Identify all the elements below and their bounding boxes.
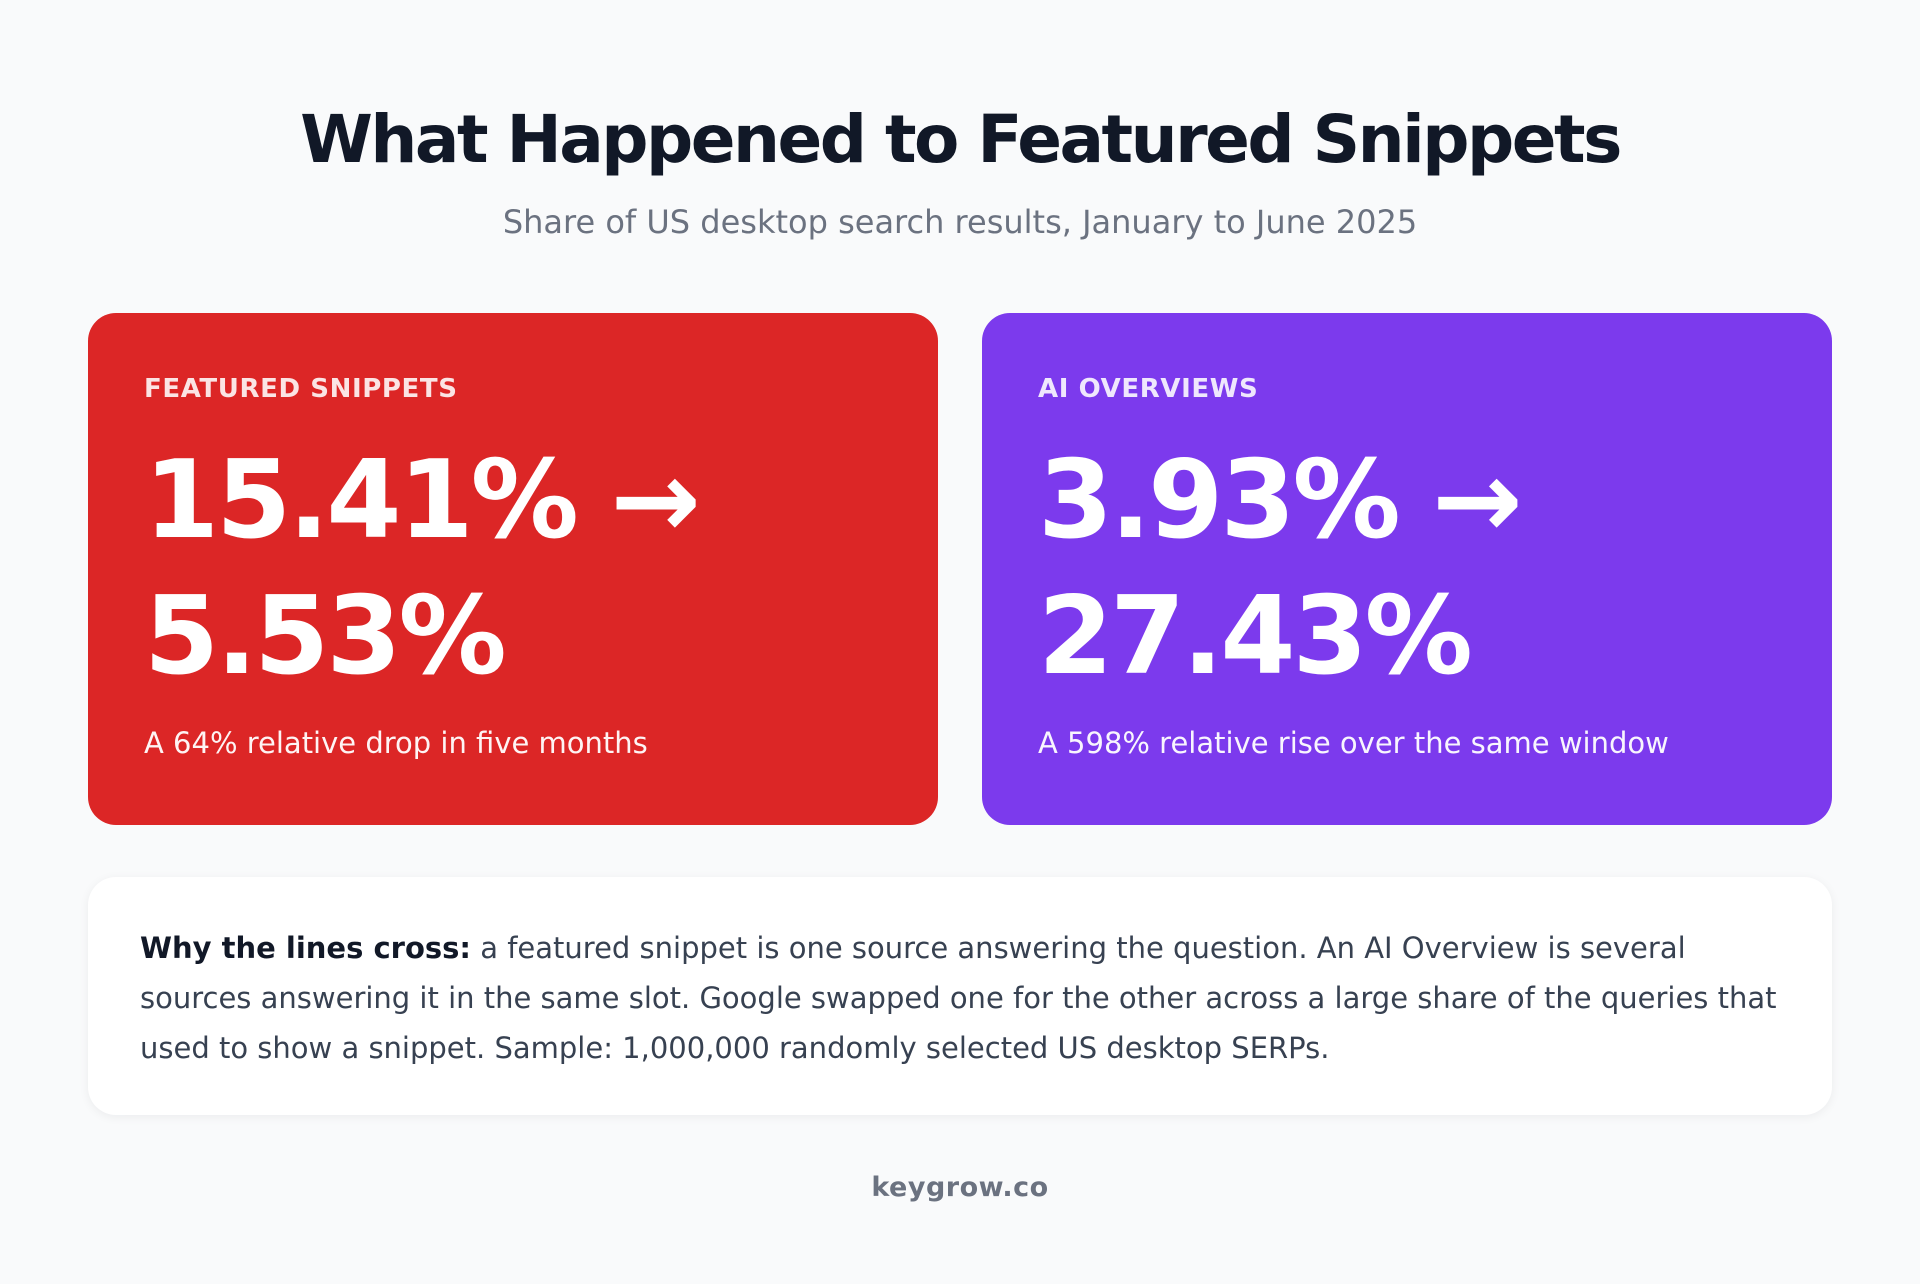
featured-snippets-card: FEATURED SNIPPETS 15.41% → 5.53% A 64% r… <box>88 313 938 825</box>
explanation-note: Why the lines cross: a featured snippet … <box>88 877 1832 1115</box>
end-value: 27.43% <box>1038 574 1473 699</box>
footer-brand: keygrow.co <box>871 1172 1049 1203</box>
card-label: FEATURED SNIPPETS <box>144 374 458 404</box>
card-value: 15.41% → 5.53% <box>144 433 882 705</box>
card-caption: A 64% relative drop in five months <box>144 726 648 760</box>
arrow-right-icon: → <box>610 438 700 563</box>
page-title: What Happened to Featured Snippets <box>300 101 1622 178</box>
ai-overviews-card: AI OVERVIEWS 3.93% → 27.43% A 598% relat… <box>982 313 1832 825</box>
card-value: 3.93% → 27.43% <box>1038 433 1776 705</box>
page-subtitle: Share of US desktop search results, Janu… <box>502 203 1418 241</box>
note-body: a featured snippet is one source answeri… <box>140 931 1777 1065</box>
card-label: AI OVERVIEWS <box>1038 374 1259 404</box>
note-lead: Why the lines cross: <box>140 931 471 965</box>
start-value: 3.93% <box>1038 438 1401 563</box>
end-value: 5.53% <box>144 574 507 699</box>
card-caption: A 598% relative rise over the same windo… <box>1038 726 1669 760</box>
start-value: 15.41% <box>144 438 579 563</box>
arrow-right-icon: → <box>1432 438 1522 563</box>
